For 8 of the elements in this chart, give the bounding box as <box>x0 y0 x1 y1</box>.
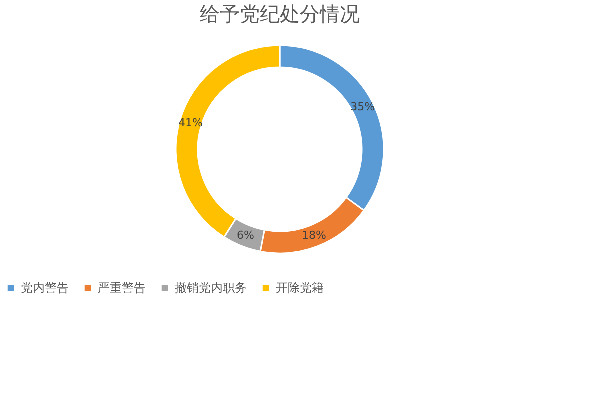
legend-label: 撤销党内职务 <box>175 281 247 296</box>
legend-label: 开除党籍 <box>276 281 324 296</box>
data-label: 35% <box>350 100 376 114</box>
legend-label: 严重警告 <box>98 281 146 296</box>
chart-title: 给予党纪处分情况 <box>200 2 360 26</box>
data-label: 18% <box>302 228 326 242</box>
data-label: 6% <box>237 228 254 242</box>
legend-label: 党内警告 <box>21 281 69 296</box>
